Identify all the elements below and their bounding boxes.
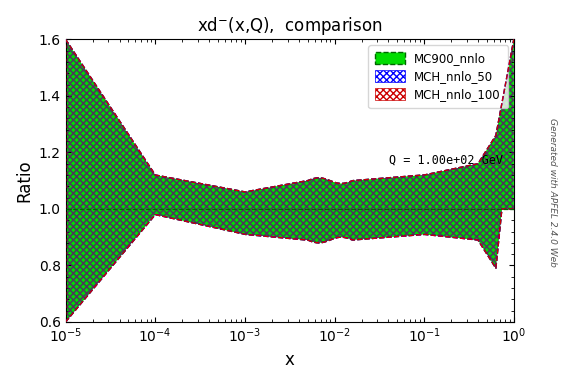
Legend: MC900_nnlo, MCH_nnlo_50, MCH_nnlo_100: MC900_nnlo, MCH_nnlo_50, MCH_nnlo_100 — [368, 45, 508, 108]
Y-axis label: Ratio: Ratio — [15, 159, 33, 202]
Text: Q = 1.00e+02 GeV: Q = 1.00e+02 GeV — [388, 154, 502, 167]
Text: Generated with APFEL 2.4.0 Web: Generated with APFEL 2.4.0 Web — [548, 118, 557, 266]
X-axis label: x: x — [285, 351, 295, 369]
Title: xd$^{-}$(x,Q),  comparison: xd$^{-}$(x,Q), comparison — [197, 15, 383, 37]
